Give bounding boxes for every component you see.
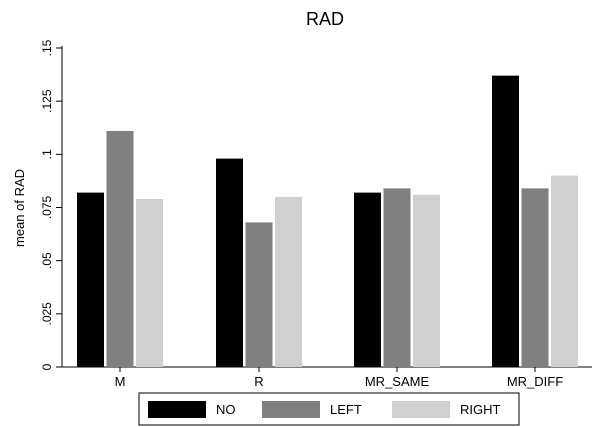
y-tick-label: .05 <box>40 252 54 269</box>
bar-left-mr_diff <box>521 188 549 367</box>
legend-swatch-no <box>148 401 206 418</box>
y-tick-label: .15 <box>40 39 54 56</box>
bar-no-mr_same <box>354 192 381 367</box>
x-tick-label: M <box>115 374 126 389</box>
bar-right-r <box>275 196 302 367</box>
bar-right-m <box>136 198 163 367</box>
legend-label-left: LEFT <box>330 402 362 417</box>
bar-left-mr_same <box>383 188 411 367</box>
y-axis-title: mean of RAD <box>12 169 27 247</box>
plot-area: 0 .025 .05 .075 .1 .125 .15 M R MR_SAME MR_DIFF <box>40 39 592 389</box>
bar-no-m <box>77 192 104 367</box>
legend: NO LEFT RIGHT <box>138 392 520 426</box>
x-tick-label: R <box>254 374 263 389</box>
bar-no-r <box>216 158 243 367</box>
legend-swatch-left <box>262 401 320 418</box>
legend-swatch-right <box>392 401 450 418</box>
legend-label-right: RIGHT <box>460 402 501 417</box>
x-tick-label: MR_DIFF <box>507 374 563 389</box>
y-tick-label: .1 <box>40 149 54 159</box>
y-tick-label: .025 <box>40 302 54 326</box>
y-tick-label: .125 <box>40 89 54 113</box>
legend-label-no: NO <box>216 402 236 417</box>
bar-left-m <box>106 130 134 367</box>
y-tick-label: .075 <box>40 195 54 219</box>
x-tick-label: MR_SAME <box>365 374 430 389</box>
bar-left-r <box>245 222 273 367</box>
bar-right-mr_diff <box>551 175 578 367</box>
chart-title: RAD <box>306 9 344 29</box>
y-tick-label: 0 <box>40 363 54 370</box>
bar-right-mr_same <box>413 194 440 367</box>
bar-no-mr_diff <box>492 75 519 367</box>
